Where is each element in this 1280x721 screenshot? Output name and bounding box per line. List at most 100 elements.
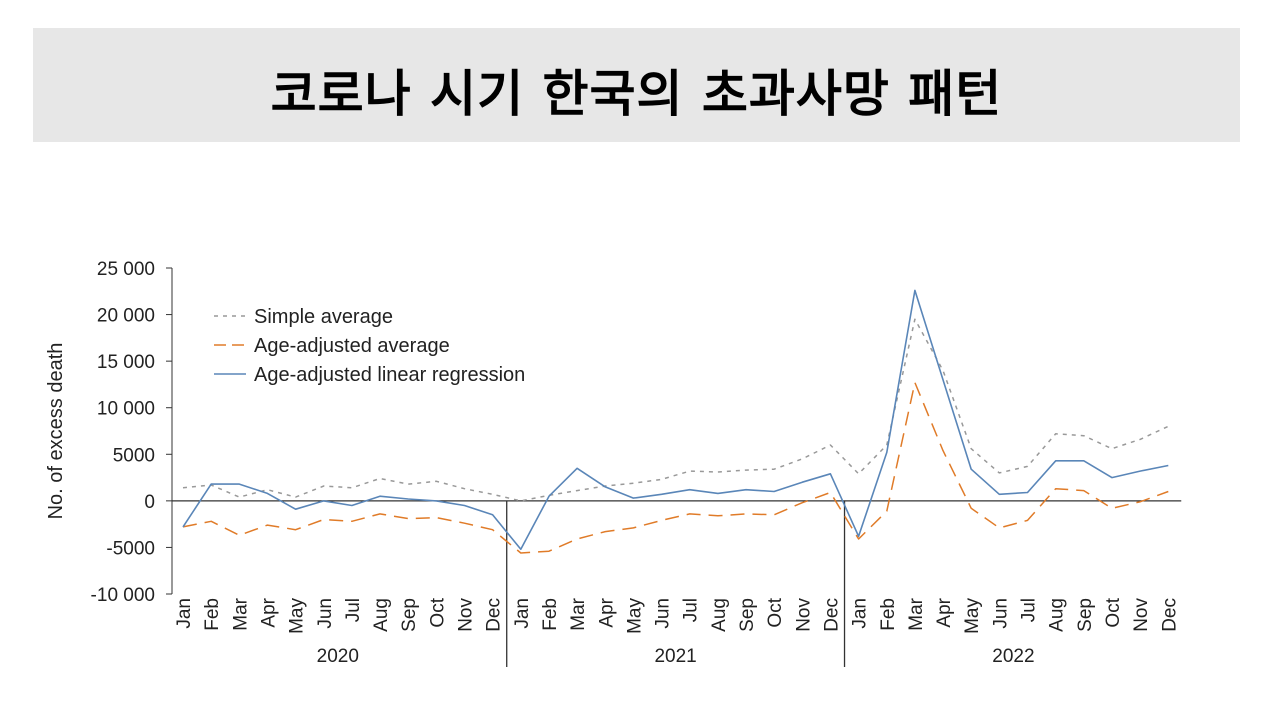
chart-axes: 25 000 20 000 15 000 10 000 5000 0 -5000 -10 00… <box>45 259 1182 667</box>
x-tick-label: Jun <box>653 598 674 629</box>
x-tick-label: Jun <box>990 598 1011 629</box>
x-tick-label: Dec <box>821 598 842 632</box>
data-point <box>914 318 916 320</box>
y-tick-label: -10 000 <box>91 585 155 606</box>
data-point <box>463 522 465 524</box>
data-point <box>801 502 803 504</box>
x-tick-label: Nov <box>1131 598 1152 632</box>
y-tick-label: 15 000 <box>97 352 155 373</box>
data-point <box>632 497 634 499</box>
legend-label: Age-adjusted average <box>254 335 450 357</box>
data-point <box>351 487 353 489</box>
data-point <box>1111 476 1113 478</box>
data-point <box>632 527 634 529</box>
x-tick-label: Sep <box>399 598 420 632</box>
data-point <box>266 492 268 494</box>
data-point <box>379 477 381 479</box>
data-point <box>942 379 944 381</box>
data-point <box>717 492 719 494</box>
x-tick-label: Jan <box>850 598 871 629</box>
x-tick-label: Dec <box>484 598 505 632</box>
data-point <box>182 487 184 489</box>
data-point <box>970 468 972 470</box>
x-tick-label: Sep <box>737 598 758 632</box>
data-point <box>266 524 268 526</box>
x-tick-label: Feb <box>878 598 899 631</box>
legend-label: Simple average <box>254 306 393 328</box>
x-tick-label: Aug <box>709 598 730 632</box>
chart-series <box>182 289 1169 554</box>
data-point <box>773 468 775 470</box>
data-point <box>407 498 409 500</box>
data-point <box>1054 460 1056 462</box>
data-point <box>857 538 859 540</box>
data-point <box>914 289 916 291</box>
data-point <box>914 381 916 383</box>
data-point <box>238 496 240 498</box>
data-point <box>323 500 325 502</box>
data-point <box>548 550 550 552</box>
data-point <box>548 495 550 497</box>
data-point <box>1026 465 1028 467</box>
x-tick-label: Jul <box>343 598 364 622</box>
series-line-1 <box>182 381 1169 554</box>
data-point <box>829 473 831 475</box>
data-point <box>463 504 465 506</box>
x-tick-label: May <box>624 598 645 634</box>
y-axis-title: No. of excess death <box>45 343 67 520</box>
data-point <box>1111 447 1113 449</box>
data-point <box>660 519 662 521</box>
year-label: 2022 <box>992 646 1034 667</box>
legend-label: Age-adjusted linear regression <box>254 364 525 386</box>
x-tick-label: Mar <box>906 597 927 630</box>
data-point <box>717 515 719 517</box>
x-tick-label: Apr <box>596 597 617 627</box>
data-point <box>660 493 662 495</box>
title-banner: 코로나 시기 한국의 초과사망 패턴 <box>33 28 1240 142</box>
data-point <box>689 513 691 515</box>
data-point <box>998 527 1000 529</box>
data-point <box>266 488 268 490</box>
data-point <box>745 513 747 515</box>
data-point <box>576 467 578 469</box>
x-tick-label: Feb <box>540 598 561 631</box>
data-point <box>1054 433 1056 435</box>
data-point <box>294 496 296 498</box>
data-point <box>435 516 437 518</box>
data-point <box>632 482 634 484</box>
data-point <box>323 518 325 520</box>
data-point <box>294 529 296 531</box>
data-point <box>294 508 296 510</box>
data-point <box>435 500 437 502</box>
year-label: 2020 <box>317 646 359 667</box>
data-point <box>379 495 381 497</box>
data-point <box>1139 470 1141 472</box>
data-point <box>491 493 493 495</box>
data-point <box>351 520 353 522</box>
data-point <box>1139 438 1141 440</box>
data-point <box>745 469 747 471</box>
x-tick-label: Jul <box>1019 598 1040 622</box>
data-point <box>829 491 831 493</box>
x-tick-label: Nov <box>456 598 477 632</box>
data-point <box>942 369 944 371</box>
y-tick-label: -5000 <box>106 538 155 559</box>
data-point <box>1167 490 1169 492</box>
x-tick-label: Aug <box>371 598 392 632</box>
data-point <box>520 552 522 554</box>
data-point <box>491 529 493 531</box>
data-point <box>210 520 212 522</box>
data-point <box>520 500 522 502</box>
data-point <box>407 483 409 485</box>
data-point <box>1111 507 1113 509</box>
y-tick-label: 10 000 <box>97 399 155 420</box>
data-point <box>323 485 325 487</box>
data-point <box>520 548 522 550</box>
data-point <box>182 526 184 528</box>
data-point <box>463 488 465 490</box>
x-tick-label: May <box>962 598 983 634</box>
data-point <box>717 471 719 473</box>
data-point <box>1026 519 1028 521</box>
data-point <box>1167 425 1169 427</box>
x-tick-label: Sep <box>1075 598 1096 632</box>
